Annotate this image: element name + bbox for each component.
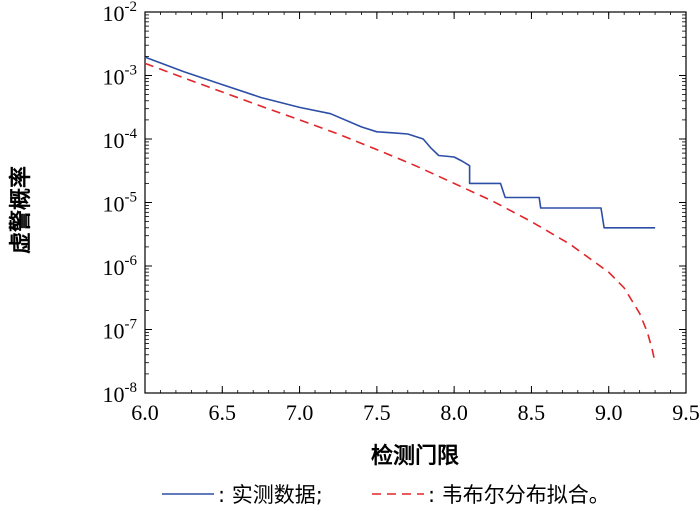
x-axis-title: 检测门限 bbox=[371, 443, 459, 469]
x-tick-label: 7.0 bbox=[286, 400, 314, 425]
legend-label-measured: : 实测数据; bbox=[218, 483, 323, 507]
y-tick-label: 10-2 bbox=[103, 0, 138, 26]
legend-label-weibull: : 韦布尔分布拟合。 bbox=[428, 483, 610, 507]
x-tick-label: 9.5 bbox=[672, 400, 700, 425]
legend: : 实测数据; : 韦布尔分布拟合。 bbox=[162, 483, 610, 507]
x-tick-label: 8.0 bbox=[440, 400, 468, 425]
y-tick-label: 10-5 bbox=[103, 190, 138, 217]
y-axis-title: 虚警概率 bbox=[8, 166, 34, 254]
y-tick-label: 10-7 bbox=[103, 317, 138, 344]
y-tick-label: 10-8 bbox=[103, 380, 138, 407]
x-tick-label: 6.0 bbox=[131, 400, 159, 425]
y-tick-label: 10-6 bbox=[103, 253, 138, 280]
series-layer bbox=[144, 56, 656, 363]
x-tick-label: 8.5 bbox=[518, 400, 546, 425]
series-line-measured bbox=[144, 56, 656, 229]
x-tick-label: 7.5 bbox=[363, 400, 391, 425]
series-line-weibull-fit bbox=[144, 62, 656, 363]
y-tick-label: 10-3 bbox=[103, 63, 138, 90]
ticks: 6.0 6.5 7.0 7.5 8.0 8.5 9.0 9.5 10-8 10-7 10-6 10-5… bbox=[103, 0, 700, 425]
plot-area bbox=[144, 11, 687, 394]
x-tick-label: 6.5 bbox=[209, 400, 237, 425]
plot-frame bbox=[144, 11, 687, 394]
x-tick-label: 9.0 bbox=[595, 400, 623, 425]
y-tick-label: 10-4 bbox=[103, 126, 138, 153]
